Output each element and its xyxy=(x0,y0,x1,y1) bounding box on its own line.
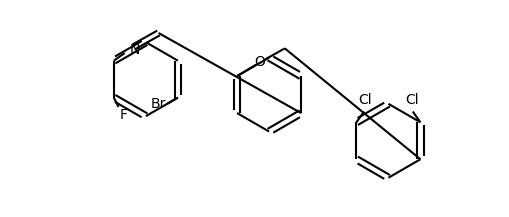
Text: Br: Br xyxy=(150,97,165,111)
Text: F: F xyxy=(120,108,128,122)
Text: Cl: Cl xyxy=(404,93,418,107)
Text: Cl: Cl xyxy=(357,93,371,107)
Text: N: N xyxy=(129,43,139,57)
Text: O: O xyxy=(254,55,265,69)
